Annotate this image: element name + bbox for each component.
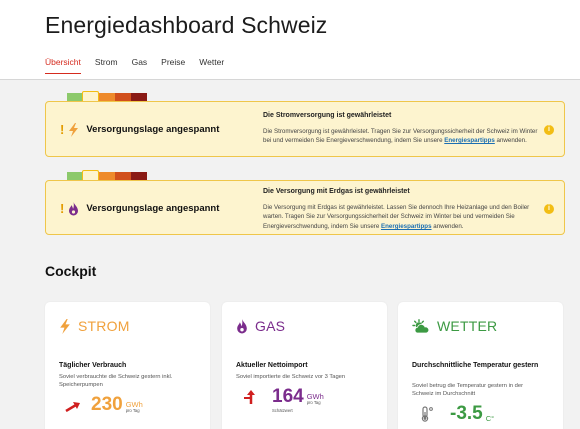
value-number: 230: [91, 394, 123, 415]
card-header: WETTER: [412, 318, 497, 334]
card-description: Soviel betrug die Temperatur gestern in …: [412, 383, 524, 398]
card-header: STROM: [59, 318, 130, 334]
info-icon[interactable]: i: [544, 204, 554, 214]
unit-block: C°: [485, 413, 495, 423]
energiespartipps-link[interactable]: Energiespartipps: [380, 223, 432, 231]
alert-body: Die Versorgung mit Erdgas ist gewährleis…: [263, 187, 543, 232]
value-row: 164 GWh pro Tag: [242, 387, 324, 406]
card-header: GAS: [236, 318, 285, 334]
gauge-segment: [115, 172, 131, 180]
value-unit: C°: [485, 413, 495, 423]
sun-cloud-icon: [412, 318, 430, 333]
card-title: STROM: [78, 318, 130, 334]
card-strom[interactable]: STROM Täglicher Verbrauch Soviel verbrau…: [45, 302, 210, 429]
card-title: GAS: [255, 318, 286, 334]
gauge-segment: [99, 93, 115, 101]
value-row: 230 GWh pro Tag: [65, 395, 143, 414]
alert-heading: Die Versorgung mit Erdgas ist gewährleis…: [263, 188, 410, 195]
gauge-segment: [67, 172, 83, 180]
card-metric: Durchschnittliche Temperatur gestern: [412, 362, 539, 369]
card-description: Soviel verbrauchte die Schweiz gestern i…: [59, 374, 173, 389]
value-number: -3.5: [450, 403, 483, 424]
tab-wetter[interactable]: Wetter: [199, 57, 225, 67]
card-wetter[interactable]: WETTER Durchschnittliche Temperatur gest…: [398, 302, 563, 429]
tab-bar: Übersicht Strom Gas Preise Wetter: [45, 57, 224, 74]
alert-text: Die Stromversorgung ist gewährleistet. T…: [263, 127, 543, 146]
unit-block: GWh pro Tag: [125, 399, 143, 413]
alert-gas: ! Versorgungslage angespannt Die Versorg…: [45, 180, 565, 235]
lightning-icon: [69, 122, 79, 137]
card-description: Soviel importierte die Schweiz vor 3 Tag…: [236, 374, 346, 380]
gauge-segment: [131, 172, 147, 180]
alert-text-part: anwenden.: [431, 223, 464, 231]
alert-text-part: Die Versorgung mit Erdgas ist gewährleis…: [263, 203, 530, 231]
value-row: -3.5 C°: [420, 404, 494, 423]
card-gas[interactable]: GAS Aktueller Nettoimport Soviel importi…: [222, 302, 387, 429]
trend-up-arrow-icon: [65, 402, 80, 412]
gauge-segment: [115, 93, 131, 101]
value-sub: pro Tag: [306, 400, 321, 405]
header: Energiedashboard Schweiz Übersicht Strom…: [0, 0, 580, 80]
card-title: WETTER: [437, 318, 498, 334]
alert-text-part: Die Stromversorgung ist gewährleistet. T…: [263, 127, 538, 145]
gauge-segment: [99, 172, 115, 180]
alert-status: ! Versorgungslage angespannt: [60, 122, 219, 137]
tab-strom[interactable]: Strom: [94, 57, 118, 67]
gauge-marker: [82, 170, 99, 182]
page-title: Energiedashboard Schweiz: [45, 12, 328, 38]
alert-body: Die Stromversorgung ist gewährleistet Di…: [263, 111, 543, 146]
thermometer-icon: [421, 406, 433, 422]
value-number: 164: [272, 386, 304, 407]
status-label: Versorgungslage angespannt: [86, 203, 220, 214]
gauge-marker: [82, 91, 99, 103]
gauge-segment: [67, 93, 83, 101]
supply-gauge-strom: [67, 91, 147, 103]
estimate-note: Schätzwert: [272, 408, 293, 413]
lightning-icon: [60, 318, 70, 334]
flame-icon: [69, 201, 79, 215]
cockpit-title: Cockpit: [45, 263, 97, 279]
tab-gas[interactable]: Gas: [131, 57, 148, 67]
tab-preise[interactable]: Preise: [161, 57, 186, 67]
card-metric: Aktueller Nettoimport: [236, 362, 308, 369]
status-label: Versorgungslage angespannt: [86, 124, 220, 135]
alert-heading: Die Stromversorgung ist gewährleistet: [263, 112, 392, 119]
trend-up-arrow-icon: [244, 390, 255, 404]
value-sub: pro Tag: [125, 408, 140, 413]
value-unit: GWh: [125, 399, 143, 409]
alert-status: ! Versorgungslage angespannt: [60, 201, 219, 216]
energiespartipps-link[interactable]: Energiespartipps: [444, 137, 495, 145]
gauge-segment: [131, 93, 147, 101]
unit-block: GWh pro Tag: [306, 391, 324, 405]
card-metric: Täglicher Verbrauch: [59, 362, 127, 369]
alert-text: Die Versorgung mit Erdgas ist gewährleis…: [263, 203, 543, 232]
alert-strom: ! Versorgungslage angespannt Die Stromve…: [45, 101, 565, 157]
alert-text-part: anwenden.: [494, 137, 527, 145]
tab-uebersicht[interactable]: Übersicht: [45, 57, 81, 74]
warning-icon: !: [60, 201, 65, 216]
warning-icon: !: [60, 122, 65, 137]
supply-gauge-gas: [67, 170, 147, 182]
info-icon[interactable]: i: [544, 125, 554, 135]
value-unit: GWh: [306, 391, 324, 401]
flame-icon: [237, 318, 247, 333]
